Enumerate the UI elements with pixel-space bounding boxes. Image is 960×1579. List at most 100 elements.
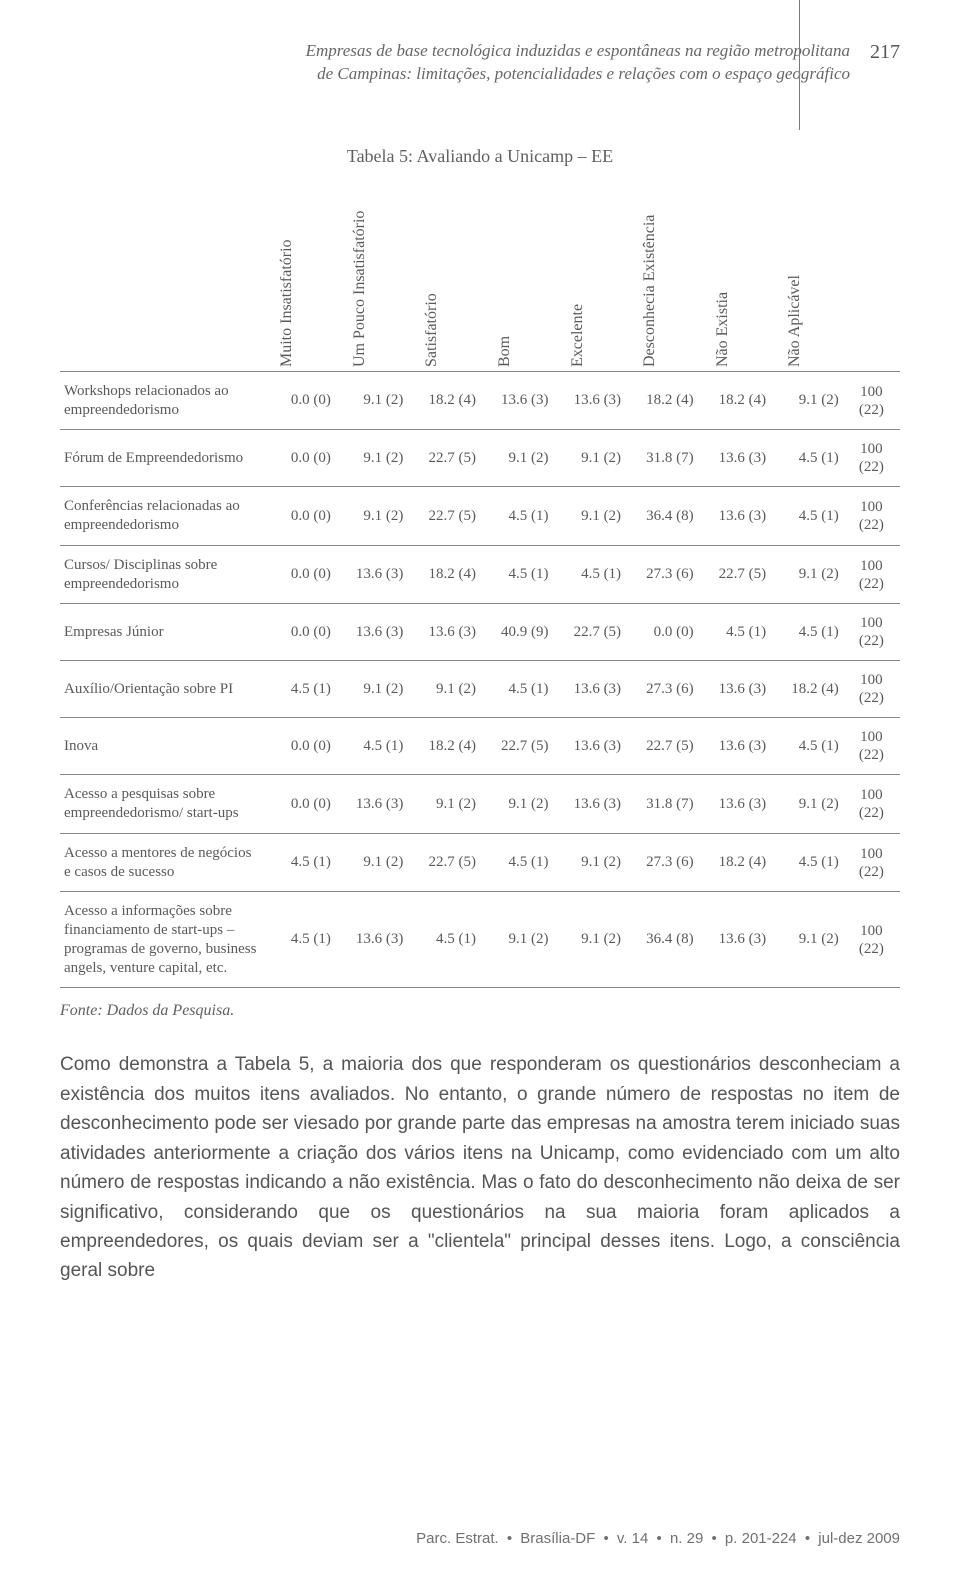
data-cell: 9.1 (2) <box>335 430 408 487</box>
data-cell: 13.6 (3) <box>553 661 626 718</box>
data-cell: 18.2 (4) <box>407 371 480 430</box>
data-cell: 36.4 (8) <box>625 487 698 546</box>
col-header-label: Satisfatório <box>423 347 441 367</box>
row-label: Acesso a pesquisas sobre empreendedorism… <box>60 775 262 834</box>
data-cell: 18.2 (4) <box>407 545 480 604</box>
row-total: 100 (22) <box>843 430 900 487</box>
data-cell: 13.6 (3) <box>553 775 626 834</box>
vertical-rule <box>799 0 800 130</box>
data-cell: 9.1 (2) <box>770 545 843 604</box>
col-header-label: Não Aplicável <box>786 347 804 367</box>
col-header: Excelente <box>553 207 626 372</box>
data-cell: 18.2 (4) <box>407 718 480 775</box>
data-cell: 0.0 (0) <box>262 604 335 661</box>
row-label: Conferências relacionadas ao empreendedo… <box>60 487 262 546</box>
table-row: Workshops relacionados ao empreendedoris… <box>60 371 900 430</box>
header-title-line2: de Campinas: limitações, potencialidades… <box>317 64 850 83</box>
data-cell: 9.1 (2) <box>335 661 408 718</box>
data-cell: 13.6 (3) <box>335 775 408 834</box>
data-cell: 18.2 (4) <box>770 661 843 718</box>
col-header-label: Bom <box>496 347 514 367</box>
page-number: 217 <box>870 40 900 64</box>
row-label: Workshops relacionados ao empreendedoris… <box>60 371 262 430</box>
data-cell: 0.0 (0) <box>262 718 335 775</box>
data-cell: 9.1 (2) <box>770 892 843 988</box>
col-header: Um Pouco Insatisfatório <box>335 207 408 372</box>
col-header-label: Desconhecia Existência <box>641 347 659 367</box>
data-cell: 27.3 (6) <box>625 833 698 892</box>
data-cell: 13.6 (3) <box>335 892 408 988</box>
row-label: Cursos/ Disciplinas sobre empreendedoris… <box>60 545 262 604</box>
data-cell: 18.2 (4) <box>698 371 771 430</box>
footer-volume: v. 14 <box>617 1530 648 1547</box>
table-source-note: Fonte: Dados da Pesquisa. <box>60 1002 900 1020</box>
data-cell: 40.9 (9) <box>480 604 553 661</box>
data-cell: 0.0 (0) <box>262 371 335 430</box>
table-row: Acesso a informações sobre financiamento… <box>60 892 900 988</box>
data-cell: 13.6 (3) <box>335 545 408 604</box>
data-cell: 4.5 (1) <box>480 661 553 718</box>
data-cell: 9.1 (2) <box>480 430 553 487</box>
table-caption: Tabela 5: Avaliando a Unicamp – EE <box>60 146 900 167</box>
data-table: Muito Insatisfatório Um Pouco Insatisfat… <box>60 207 900 989</box>
table-row: Cursos/ Disciplinas sobre empreendedoris… <box>60 545 900 604</box>
data-cell: 22.7 (5) <box>480 718 553 775</box>
footer-date: jul-dez 2009 <box>818 1530 900 1547</box>
data-cell: 22.7 (5) <box>407 430 480 487</box>
row-label: Acesso a mentores de negócios e casos de… <box>60 833 262 892</box>
data-cell: 0.0 (0) <box>262 775 335 834</box>
data-cell: 13.6 (3) <box>698 775 771 834</box>
data-cell: 9.1 (2) <box>480 892 553 988</box>
data-cell: 13.6 (3) <box>407 604 480 661</box>
table-row: Acesso a pesquisas sobre empreendedorism… <box>60 775 900 834</box>
data-cell: 4.5 (1) <box>262 833 335 892</box>
data-cell: 13.6 (3) <box>553 371 626 430</box>
data-cell: 9.1 (2) <box>553 892 626 988</box>
col-header-label: Não Existia <box>714 347 732 367</box>
col-header: Não Aplicável <box>770 207 843 372</box>
data-cell: 18.2 (4) <box>625 371 698 430</box>
data-cell: 4.5 (1) <box>770 487 843 546</box>
header-title: Empresas de base tecnológica induzidas e… <box>306 40 850 86</box>
col-header-label: Excelente <box>569 347 587 367</box>
page: Empresas de base tecnológica induzidas e… <box>0 0 960 1579</box>
data-cell: 4.5 (1) <box>480 487 553 546</box>
row-total: 100 (22) <box>843 487 900 546</box>
data-cell: 22.7 (5) <box>698 545 771 604</box>
data-cell: 27.3 (6) <box>625 545 698 604</box>
data-cell: 22.7 (5) <box>625 718 698 775</box>
data-cell: 9.1 (2) <box>335 371 408 430</box>
data-cell: 9.1 (2) <box>770 371 843 430</box>
data-cell: 9.1 (2) <box>407 661 480 718</box>
data-cell: 4.5 (1) <box>262 892 335 988</box>
col-header: Desconhecia Existência <box>625 207 698 372</box>
data-cell: 27.3 (6) <box>625 661 698 718</box>
data-cell: 9.1 (2) <box>553 833 626 892</box>
data-cell: 4.5 (1) <box>553 545 626 604</box>
row-total: 100 (22) <box>843 892 900 988</box>
data-cell: 22.7 (5) <box>407 487 480 546</box>
footer-number: n. 29 <box>670 1530 703 1547</box>
row-label: Inova <box>60 718 262 775</box>
col-header: Muito Insatisfatório <box>262 207 335 372</box>
row-total: 100 (22) <box>843 661 900 718</box>
data-cell: 31.8 (7) <box>625 775 698 834</box>
data-cell: 4.5 (1) <box>770 718 843 775</box>
footer-separator: • <box>711 1530 716 1547</box>
data-cell: 0.0 (0) <box>262 487 335 546</box>
table-row: Auxílio/Orientação sobre PI4.5 (1)9.1 (2… <box>60 661 900 718</box>
data-cell: 13.6 (3) <box>480 371 553 430</box>
data-cell: 4.5 (1) <box>770 430 843 487</box>
table-body: Workshops relacionados ao empreendedoris… <box>60 371 900 988</box>
data-cell: 9.1 (2) <box>335 833 408 892</box>
table-row: Acesso a mentores de negócios e casos de… <box>60 833 900 892</box>
data-cell: 9.1 (2) <box>407 775 480 834</box>
row-total: 100 (22) <box>843 718 900 775</box>
data-cell: 31.8 (7) <box>625 430 698 487</box>
data-cell: 9.1 (2) <box>335 487 408 546</box>
row-total: 100 (22) <box>843 545 900 604</box>
col-header: Satisfatório <box>407 207 480 372</box>
data-cell: 4.5 (1) <box>480 833 553 892</box>
footer-journal: Parc. Estrat. <box>416 1530 499 1547</box>
footer-separator: • <box>603 1530 608 1547</box>
